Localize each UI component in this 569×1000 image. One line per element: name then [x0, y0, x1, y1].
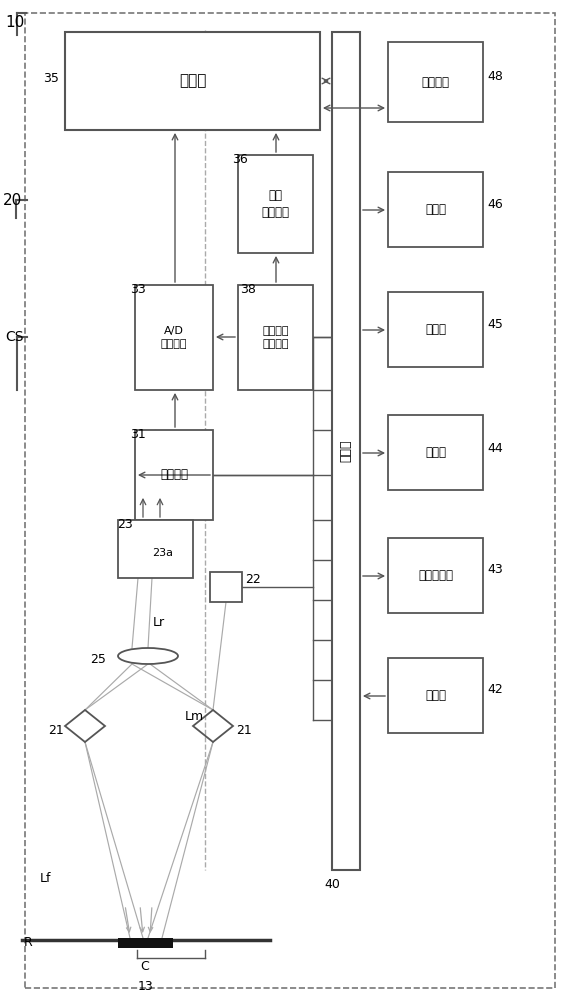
Text: 42: 42 [487, 683, 503, 696]
Text: 38: 38 [240, 283, 256, 296]
Bar [388, 42, 483, 122]
Text: 蒙鸣器: 蒙鸣器 [425, 446, 446, 459]
Bar [388, 292, 483, 367]
Text: 45: 45 [487, 318, 503, 331]
Text: CS: CS [5, 330, 23, 344]
Text: 放大电路: 放大电路 [160, 468, 188, 482]
Text: C: C [141, 960, 150, 973]
Bar [238, 155, 313, 253]
Text: 33: 33 [130, 283, 146, 296]
Text: 25: 25 [90, 653, 106, 666]
Text: 46: 46 [487, 198, 503, 211]
Bar [388, 538, 483, 613]
Text: 10: 10 [5, 15, 24, 30]
Text: 23a: 23a [152, 548, 173, 558]
Bar [118, 938, 173, 948]
Bar [65, 32, 320, 130]
Bar [388, 658, 483, 733]
Ellipse shape [118, 648, 178, 664]
Text: 22: 22 [245, 573, 261, 586]
Bar [388, 415, 483, 490]
Text: 43: 43 [487, 563, 503, 576]
Text: 存储器: 存储器 [179, 74, 206, 89]
Text: 21: 21 [236, 724, 251, 737]
Text: 13: 13 [138, 980, 154, 993]
Text: Lf: Lf [40, 872, 52, 885]
Text: 48: 48 [487, 70, 503, 83]
Text: 发光部: 发光部 [425, 203, 446, 216]
Text: Lr: Lr [153, 616, 165, 629]
Text: 35: 35 [43, 72, 59, 85]
Bar [135, 430, 213, 520]
Text: 40: 40 [324, 878, 340, 891]
Text: 21: 21 [48, 724, 64, 737]
Text: 44: 44 [487, 442, 503, 455]
Text: 控制部: 控制部 [340, 440, 353, 462]
Text: 操作部: 操作部 [425, 689, 446, 702]
Bar [332, 32, 360, 870]
Bar [135, 285, 213, 390]
Text: 23: 23 [117, 518, 133, 531]
Text: 地址
生成电路: 地址 生成电路 [262, 189, 290, 219]
Text: 36: 36 [232, 153, 248, 166]
Text: 20: 20 [3, 193, 22, 208]
Bar [238, 285, 313, 390]
Bar [210, 572, 242, 602]
Bar [388, 172, 483, 247]
Bar [118, 520, 193, 578]
Text: 31: 31 [130, 428, 146, 441]
Text: A/D
转换电路: A/D 转换电路 [161, 326, 187, 349]
Text: Lm: Lm [185, 710, 204, 723]
Text: 振动器: 振动器 [425, 323, 446, 336]
Text: R: R [24, 936, 33, 948]
Text: 液晶显示器: 液晶显示器 [418, 569, 453, 582]
Text: 通信接口: 通信接口 [422, 76, 450, 89]
Text: 同步信号
生成电路: 同步信号 生成电路 [262, 326, 288, 349]
